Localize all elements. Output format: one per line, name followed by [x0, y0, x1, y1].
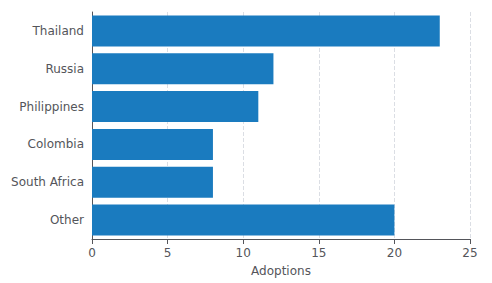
- svg-text:10: 10: [236, 246, 251, 260]
- svg-text:20: 20: [387, 246, 402, 260]
- svg-text:5: 5: [164, 246, 172, 260]
- svg-text:Russia: Russia: [45, 62, 84, 76]
- svg-text:South Africa: South Africa: [11, 175, 84, 189]
- svg-text:15: 15: [311, 246, 326, 260]
- svg-text:0: 0: [88, 246, 96, 260]
- svg-text:Colombia: Colombia: [28, 137, 84, 151]
- svg-text:Other: Other: [50, 213, 84, 227]
- svg-text:Adoptions: Adoptions: [251, 264, 311, 278]
- svg-text:25: 25: [462, 246, 477, 260]
- svg-text:Thailand: Thailand: [31, 24, 84, 38]
- svg-text:Philippines: Philippines: [19, 100, 84, 114]
